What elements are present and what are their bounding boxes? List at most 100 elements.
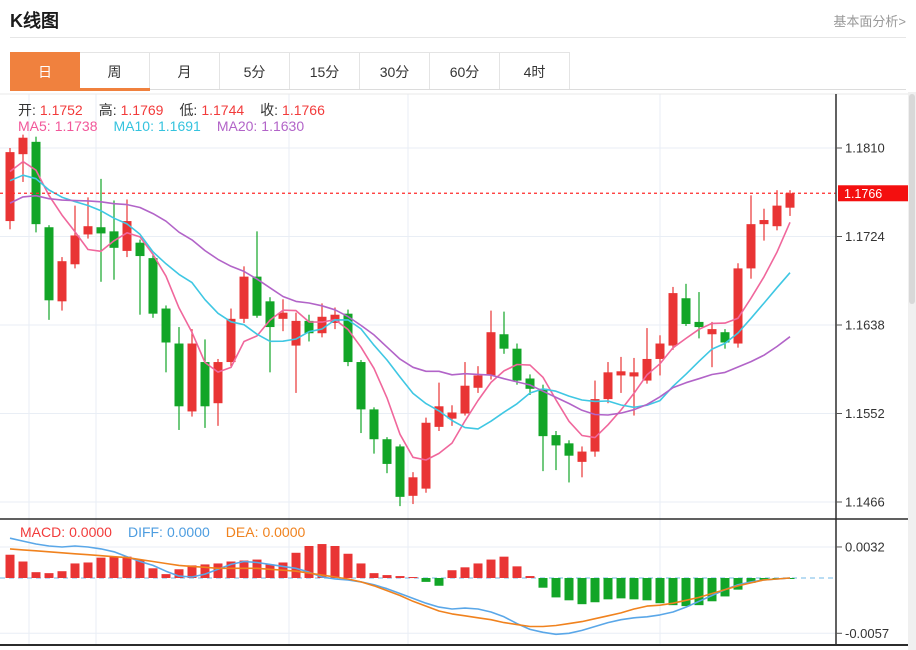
candle-body — [473, 375, 483, 388]
macd-bar — [590, 578, 600, 603]
close-value: 1.1766 — [282, 102, 325, 118]
axis-label: 1.1724 — [845, 229, 885, 244]
macd-bar — [473, 563, 483, 578]
axis-label: 1.1638 — [845, 318, 885, 333]
candle-body — [486, 332, 496, 376]
candle-body — [707, 329, 717, 335]
candle-body — [720, 332, 730, 343]
candle-body — [551, 435, 561, 446]
tab-30分[interactable]: 30分 — [360, 52, 430, 90]
candle-body — [18, 137, 28, 155]
macd-bar — [343, 553, 353, 578]
macd-bar — [122, 556, 132, 578]
axis-label: 1.1810 — [845, 141, 885, 156]
candle-body — [291, 320, 301, 346]
tab-underline-accent — [10, 88, 150, 91]
candle-body — [5, 152, 15, 222]
macd-bar — [148, 568, 158, 578]
candle-body — [122, 221, 132, 251]
scrollbar-thumb[interactable] — [909, 94, 915, 304]
candle-body — [668, 293, 678, 346]
candle-body — [57, 261, 67, 302]
macd-bar — [304, 545, 314, 578]
last-price-badge — [838, 185, 908, 202]
title-divider — [10, 37, 906, 38]
macd-bar — [629, 578, 639, 600]
candle-body — [369, 409, 379, 440]
macd-bar — [681, 578, 691, 607]
macd-bar — [408, 577, 418, 579]
macd-label: MACD: — [20, 524, 66, 540]
macd-bar — [694, 578, 704, 606]
ma20-line — [9, 194, 791, 416]
tab-bar: 日周月 5分 15分 30分 60分 4时 — [10, 52, 570, 90]
macd-legend: MACD: 0.0000 DIFF: 0.0000 DEA: 0.0000 — [20, 524, 309, 540]
ma20-label: MA20: — [216, 118, 258, 134]
tab-月[interactable]: 月 — [150, 52, 220, 90]
candle-body — [642, 358, 652, 381]
dea-label: DEA: — [225, 524, 259, 540]
tab-日[interactable]: 日 — [10, 52, 80, 90]
candle-body — [278, 312, 288, 319]
candle-body — [382, 439, 392, 464]
candle-body — [681, 298, 691, 324]
high-label: 高: — [98, 102, 117, 118]
macd-bar — [5, 554, 15, 578]
macd-bar — [434, 578, 444, 586]
axis-label: 1.1466 — [845, 495, 885, 510]
candle-body — [421, 422, 431, 489]
ma10-label: MA10: — [113, 118, 154, 134]
macd-bar — [733, 578, 743, 590]
macd-bar — [187, 565, 197, 578]
macd-bar — [538, 578, 548, 588]
axis-label: 0.0032 — [845, 539, 885, 554]
scrollbar[interactable] — [908, 92, 916, 650]
candle-body — [252, 276, 262, 316]
macd-bar — [330, 545, 340, 578]
ma-legend: MA5: 1.1738 MA10: 1.1691 MA20: 1.1630 — [18, 118, 308, 134]
macd-bar — [499, 556, 509, 578]
candle-body — [148, 258, 158, 314]
candle-body — [746, 224, 756, 269]
fundamental-analysis-link[interactable]: 基本面分析> — [833, 14, 906, 29]
ma10-value: 1.1691 — [157, 118, 201, 134]
candle-body — [96, 227, 106, 234]
macd-bar — [161, 574, 171, 578]
candle-body — [265, 301, 275, 328]
macd-bar — [18, 561, 28, 578]
tab-underline — [10, 89, 906, 90]
candle-body — [213, 362, 223, 404]
tab-60分[interactable]: 60分 — [430, 52, 500, 90]
candle-body — [226, 318, 236, 363]
macd-bar — [486, 559, 496, 578]
candle-body — [616, 371, 626, 376]
macd-bar — [668, 578, 678, 606]
candle-body — [31, 141, 41, 225]
candle-body — [772, 205, 782, 227]
candle-body — [304, 320, 314, 334]
candle-body — [161, 308, 171, 343]
macd-bar — [356, 563, 366, 578]
open-value: 1.1752 — [39, 102, 83, 118]
axis-label: 1.1552 — [845, 406, 885, 421]
macd-bar — [57, 571, 67, 578]
candle-body — [434, 406, 444, 427]
macd-bar — [135, 559, 145, 578]
macd-bar — [44, 573, 54, 578]
macd-bar — [174, 569, 184, 578]
candle-body — [655, 343, 665, 359]
tab-5分[interactable]: 5分 — [220, 52, 290, 90]
candle-body — [733, 268, 743, 344]
candle-body — [447, 412, 457, 419]
candle-body — [538, 388, 548, 437]
macd-value: 0.0000 — [69, 524, 112, 540]
low-value: 1.1744 — [201, 102, 245, 118]
macd-bar — [707, 578, 717, 602]
macd-bar — [759, 578, 769, 580]
macd-bar — [83, 562, 93, 578]
dea-value: 0.0000 — [262, 524, 306, 540]
candle-body — [603, 372, 613, 400]
candle-body — [525, 378, 535, 389]
macd-bar — [460, 567, 470, 578]
